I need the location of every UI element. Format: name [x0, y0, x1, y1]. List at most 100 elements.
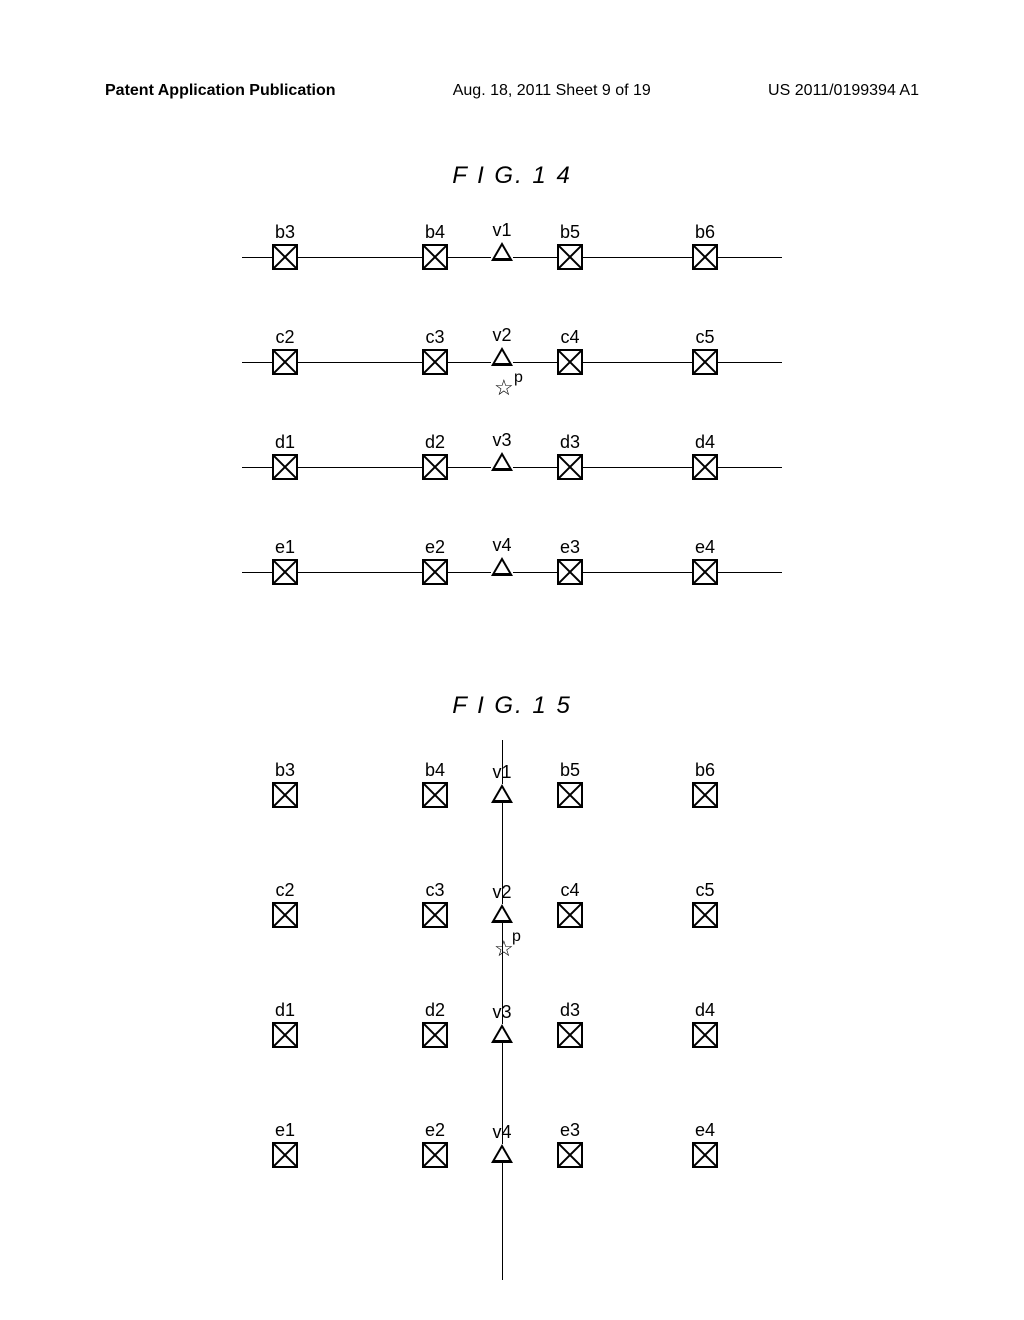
node-label: e3	[560, 1120, 580, 1141]
node-e3: e3	[557, 559, 583, 585]
node-label: d1	[275, 432, 295, 453]
node-d4: d4	[692, 1022, 718, 1048]
hatched-box-icon	[692, 782, 718, 808]
node-label: c2	[275, 880, 294, 901]
node-label: b6	[695, 222, 715, 243]
node-e4: e4	[692, 559, 718, 585]
node-c3: c3	[422, 349, 448, 375]
star-icon: ☆	[494, 938, 514, 960]
node-d1: d1	[272, 454, 298, 480]
fig14-diagram: b3b4v1b5b6c2c3v2☆pc4c5d1d2v3d3d4e1e2v4e3…	[272, 222, 752, 642]
marker-v1: v1	[491, 784, 513, 803]
node-label: d1	[275, 1000, 295, 1021]
marker-v3: v3	[491, 1024, 513, 1043]
node-b3: b3	[272, 244, 298, 270]
node-label: b6	[695, 760, 715, 781]
node-label: d4	[695, 432, 715, 453]
marker-label: v1	[492, 220, 511, 241]
node-label: c4	[560, 880, 579, 901]
node-b4: b4	[422, 782, 448, 808]
node-b4: b4	[422, 244, 448, 270]
hatched-box-icon	[272, 1022, 298, 1048]
marker-label: v2	[492, 882, 511, 903]
node-label: b5	[560, 222, 580, 243]
node-b6: b6	[692, 244, 718, 270]
node-label: d2	[425, 432, 445, 453]
node-label: d3	[560, 432, 580, 453]
node-b5: b5	[557, 244, 583, 270]
marker-v4: v4	[491, 1144, 513, 1163]
hatched-box-icon	[557, 244, 583, 270]
hatched-box-icon	[692, 1022, 718, 1048]
hatched-box-icon	[272, 454, 298, 480]
node-e2: e2	[422, 559, 448, 585]
node-c4: c4	[557, 902, 583, 928]
hatched-box-icon	[692, 559, 718, 585]
p-label: p	[514, 369, 523, 387]
hatched-box-icon	[557, 454, 583, 480]
node-label: d4	[695, 1000, 715, 1021]
triangle-icon	[491, 452, 513, 471]
header-center: Aug. 18, 2011 Sheet 9 of 19	[453, 82, 651, 100]
node-d4: d4	[692, 454, 718, 480]
triangle-icon	[491, 784, 513, 803]
triangle-icon	[491, 347, 513, 366]
node-label: b3	[275, 760, 295, 781]
hatched-box-icon	[422, 454, 448, 480]
hatched-box-icon	[557, 902, 583, 928]
node-d3: d3	[557, 454, 583, 480]
node-label: c5	[695, 880, 714, 901]
hatched-box-icon	[692, 902, 718, 928]
hatched-box-icon	[557, 782, 583, 808]
node-b6: b6	[692, 782, 718, 808]
node-label: b3	[275, 222, 295, 243]
node-label: e2	[425, 537, 445, 558]
node-label: e3	[560, 537, 580, 558]
node-label: e1	[275, 537, 295, 558]
hatched-box-icon	[692, 349, 718, 375]
fig15-diagram: b3b4v1b5b6c2c3v2☆pc4c5d1d2v3d3d4e1e2v4e3…	[272, 760, 752, 1280]
hatched-box-icon	[272, 782, 298, 808]
hatched-box-icon	[272, 244, 298, 270]
node-d2: d2	[422, 454, 448, 480]
node-e4: e4	[692, 1142, 718, 1168]
hatched-box-icon	[557, 1142, 583, 1168]
page-header: Patent Application Publication Aug. 18, …	[105, 82, 919, 100]
node-c5: c5	[692, 902, 718, 928]
triangle-icon	[491, 1144, 513, 1163]
hatched-box-icon	[692, 454, 718, 480]
node-label: c4	[560, 327, 579, 348]
node-e3: e3	[557, 1142, 583, 1168]
marker-label: v2	[492, 325, 511, 346]
node-d3: d3	[557, 1022, 583, 1048]
hatched-box-icon	[422, 244, 448, 270]
node-label: b5	[560, 760, 580, 781]
fig14-title: F I G. 1 4	[0, 162, 1024, 190]
marker-label: v4	[492, 535, 511, 556]
header-right: US 2011/0199394 A1	[768, 82, 919, 100]
node-b5: b5	[557, 782, 583, 808]
triangle-icon	[491, 904, 513, 923]
node-b3: b3	[272, 782, 298, 808]
node-label: d2	[425, 1000, 445, 1021]
marker-v4: v4	[491, 557, 513, 576]
node-c5: c5	[692, 349, 718, 375]
hatched-box-icon	[422, 559, 448, 585]
hatched-box-icon	[692, 1142, 718, 1168]
node-label: b4	[425, 222, 445, 243]
node-d1: d1	[272, 1022, 298, 1048]
hatched-box-icon	[272, 349, 298, 375]
node-label: c3	[425, 327, 444, 348]
node-c2: c2	[272, 349, 298, 375]
fig14-row: d1d2v3d3d4	[272, 452, 752, 482]
hatched-box-icon	[272, 559, 298, 585]
fig14-row: e1e2v4e3e4	[272, 557, 752, 587]
node-label: c5	[695, 327, 714, 348]
hatched-box-icon	[272, 1142, 298, 1168]
hatched-box-icon	[557, 1022, 583, 1048]
fig14-row: c2c3v2☆pc4c5	[272, 347, 752, 377]
fig15-title: F I G. 1 5	[0, 692, 1024, 720]
node-label: e4	[695, 1120, 715, 1141]
node-c3: c3	[422, 902, 448, 928]
hatched-box-icon	[692, 244, 718, 270]
